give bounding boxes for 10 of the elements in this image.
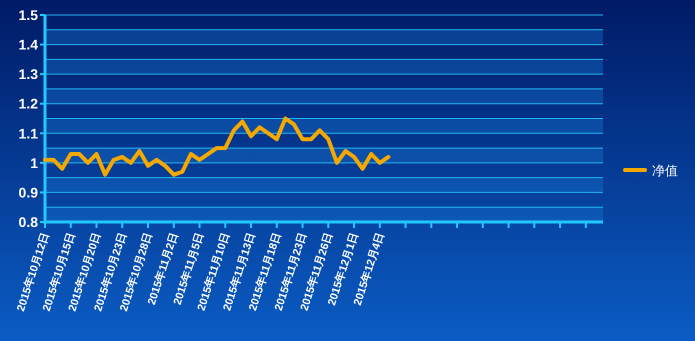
y-tick-label: 0.9 — [18, 184, 38, 200]
y-tick-label: 1.1 — [18, 125, 38, 142]
y-tick-label: 1.5 — [18, 7, 38, 23]
y-tick-label: 1.4 — [18, 36, 38, 53]
y-tick-label: 1.2 — [18, 96, 38, 112]
legend-label: 净值 — [652, 163, 678, 178]
y-tick-label: 1.3 — [18, 66, 38, 82]
y-tick-label: 1 — [30, 154, 38, 171]
y-tick-label: 0.8 — [18, 214, 38, 230]
line-series — [43, 116, 390, 177]
